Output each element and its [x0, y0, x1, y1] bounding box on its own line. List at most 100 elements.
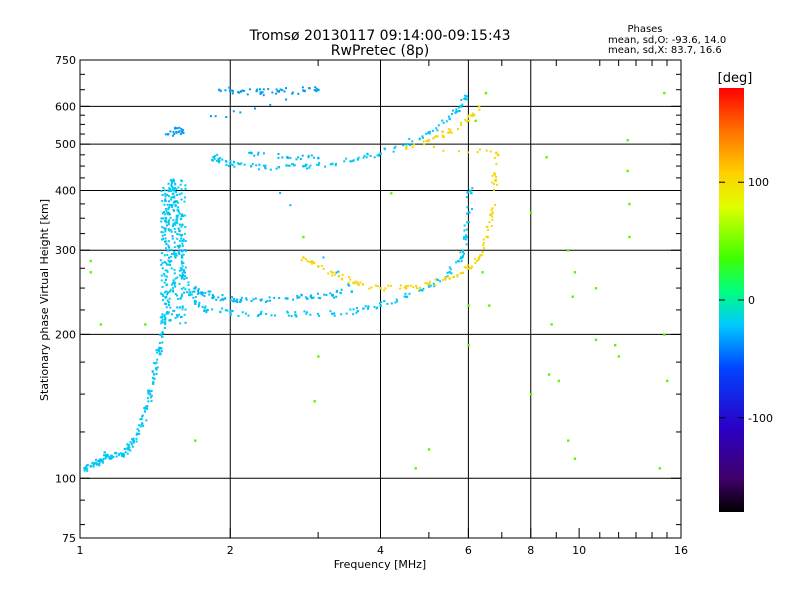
data-point [227, 165, 230, 168]
data-point [446, 271, 449, 274]
data-point [415, 287, 418, 290]
data-point [332, 271, 335, 274]
data-point [279, 88, 282, 91]
data-point [350, 160, 353, 163]
data-point [613, 344, 617, 347]
data-point [221, 158, 224, 161]
data-point [172, 192, 175, 195]
data-point [92, 463, 95, 466]
data-point [174, 256, 177, 259]
data-point [139, 425, 142, 428]
data-point [278, 90, 281, 93]
data-point [327, 272, 330, 275]
data-point [268, 296, 271, 299]
data-point [379, 287, 382, 290]
data-point [390, 302, 393, 305]
data-point [175, 216, 178, 219]
data-point [184, 271, 187, 274]
data-point [182, 286, 185, 289]
data-point [490, 225, 493, 228]
data-point [165, 284, 168, 287]
data-point [158, 349, 161, 352]
data-point [179, 296, 182, 299]
data-point [158, 346, 161, 349]
data-point [164, 323, 167, 326]
data-point [345, 312, 348, 315]
data-point [177, 201, 180, 204]
data-point [201, 293, 204, 296]
data-point [165, 221, 168, 224]
data-point [465, 266, 468, 269]
data-point [198, 303, 201, 306]
data-point [161, 318, 164, 321]
data-point [165, 262, 168, 265]
data-point [173, 222, 176, 225]
data-point [179, 133, 182, 136]
data-point [131, 438, 134, 441]
x-tick-label: 1 [77, 544, 84, 557]
data-point [187, 284, 190, 287]
data-point [333, 312, 336, 315]
data-point [177, 250, 180, 253]
data-point [170, 204, 173, 207]
data-point [161, 199, 164, 202]
data-point [164, 302, 167, 305]
data-point [164, 219, 167, 222]
data-point [260, 310, 263, 313]
data-point [170, 230, 173, 233]
data-point [404, 284, 407, 287]
data-point [90, 465, 93, 468]
data-point [478, 108, 481, 111]
data-point [294, 311, 297, 314]
data-point [420, 288, 423, 291]
data-point [166, 293, 169, 296]
data-point [161, 299, 164, 302]
data-point [418, 289, 421, 292]
data-point [181, 244, 184, 247]
data-point [309, 313, 312, 316]
data-point [166, 311, 169, 314]
data-point [165, 290, 168, 293]
data-point [169, 264, 172, 267]
data-point [379, 302, 382, 305]
data-point [348, 284, 351, 287]
data-point [459, 105, 462, 108]
data-point [485, 149, 488, 152]
data-point [203, 307, 206, 310]
data-point [379, 152, 382, 155]
data-point [135, 433, 138, 436]
data-point [467, 344, 470, 347]
data-point [194, 296, 197, 299]
data-point [389, 284, 392, 287]
data-point [394, 301, 397, 304]
data-point [477, 258, 480, 261]
data-point [172, 208, 175, 211]
data-point [347, 281, 350, 284]
data-point [177, 210, 180, 213]
data-point [626, 139, 629, 142]
data-point [305, 312, 308, 315]
data-point [164, 321, 167, 324]
data-point [262, 88, 265, 91]
data-point [495, 175, 498, 178]
data-point [474, 119, 477, 123]
data-point [193, 287, 196, 290]
data-point [95, 458, 98, 461]
data-point [475, 260, 478, 263]
data-point [463, 229, 466, 232]
data-point [163, 274, 166, 277]
data-point [382, 289, 385, 292]
data-point [164, 230, 167, 233]
data-point [178, 212, 181, 215]
data-point [494, 203, 497, 206]
data-point [169, 189, 173, 192]
data-point [264, 166, 267, 169]
data-point [178, 282, 181, 285]
data-point [173, 309, 176, 312]
data-point [235, 299, 238, 302]
data-point [218, 161, 221, 164]
data-point [111, 455, 114, 458]
data-point [317, 88, 320, 92]
data-point [249, 165, 253, 168]
data-point [174, 293, 177, 296]
